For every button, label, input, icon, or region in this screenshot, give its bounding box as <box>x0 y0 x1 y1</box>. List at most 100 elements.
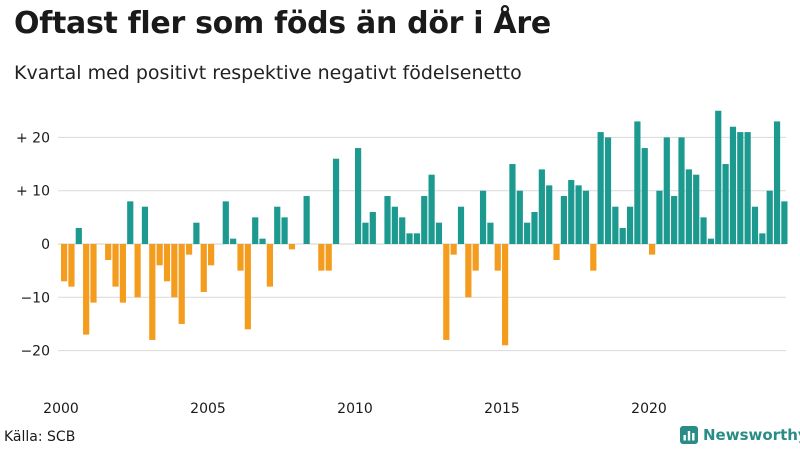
bar <box>575 185 582 244</box>
bar <box>303 196 310 244</box>
x-tick-label: 2010 <box>337 401 373 417</box>
bar <box>524 222 531 244</box>
bar <box>457 206 465 244</box>
bar <box>391 206 398 244</box>
bar <box>502 244 509 346</box>
bar <box>487 222 494 244</box>
newsworthy-logo-icon <box>680 426 698 444</box>
x-tick-label: 2020 <box>631 401 667 417</box>
bar <box>553 244 560 260</box>
bar <box>369 212 376 244</box>
bar <box>362 222 369 244</box>
bar <box>479 190 487 244</box>
bar <box>759 233 766 244</box>
bar <box>612 206 619 244</box>
bar <box>141 206 149 244</box>
bar <box>656 190 663 244</box>
bar <box>83 244 90 335</box>
bar <box>443 244 450 340</box>
bar <box>494 244 501 271</box>
bar <box>325 244 332 271</box>
x-tick-label: 2015 <box>484 401 520 417</box>
bar <box>274 206 281 244</box>
bar <box>112 244 119 287</box>
bar <box>237 244 244 271</box>
bar <box>546 185 553 244</box>
bar <box>744 132 751 244</box>
bar <box>516 190 523 244</box>
bar <box>693 174 700 244</box>
bar <box>634 121 641 244</box>
source-note: Källa: SCB <box>4 429 76 445</box>
bar <box>127 201 134 244</box>
chart-title: Oftast fler som föds än dör i Åre <box>14 6 551 41</box>
bar <box>663 137 670 244</box>
bar <box>700 217 707 244</box>
bar <box>509 164 516 244</box>
bar <box>318 244 325 271</box>
bar <box>685 169 692 244</box>
bar <box>171 244 178 298</box>
bar <box>435 222 443 244</box>
bar <box>119 244 126 303</box>
bar <box>406 233 413 244</box>
x-tick-label: 2000 <box>43 401 79 417</box>
bar <box>678 137 685 244</box>
bar <box>538 169 545 244</box>
bar <box>472 244 479 271</box>
bar <box>641 148 648 244</box>
bar <box>582 190 590 244</box>
bar <box>604 137 612 244</box>
bar <box>751 206 759 244</box>
bar <box>626 206 634 244</box>
bar <box>707 238 714 244</box>
bar <box>200 244 207 292</box>
bar <box>722 164 729 244</box>
brand-logo: Newsworthy <box>680 426 800 444</box>
bar <box>649 244 656 255</box>
bar <box>149 244 156 340</box>
bar <box>773 121 781 244</box>
bar <box>781 201 788 244</box>
bar <box>156 244 163 266</box>
bar <box>729 126 737 244</box>
bar <box>208 244 215 266</box>
bar <box>568 180 575 244</box>
bar <box>465 244 472 298</box>
bar <box>560 196 567 244</box>
y-tick-label: + 20 <box>16 130 50 146</box>
bar <box>185 244 193 255</box>
bar <box>332 158 340 244</box>
bar <box>399 217 406 244</box>
bar <box>384 196 391 244</box>
bar <box>266 244 273 287</box>
y-tick-label: 0 <box>41 237 50 253</box>
bar <box>428 174 435 244</box>
bar <box>178 244 185 324</box>
bar <box>413 233 420 244</box>
bar <box>619 228 626 244</box>
bar <box>105 244 112 260</box>
bar <box>737 132 744 244</box>
bar <box>597 132 604 244</box>
bar <box>61 244 68 282</box>
bar <box>281 217 288 244</box>
bar <box>193 222 200 244</box>
brand-name: Newsworthy <box>703 426 800 444</box>
bar <box>421 196 428 244</box>
bar <box>68 244 75 287</box>
y-tick-label: −20 <box>20 344 50 360</box>
bar <box>259 238 266 244</box>
bar <box>222 201 229 244</box>
bar <box>163 244 171 282</box>
bar <box>450 244 457 255</box>
bar <box>230 238 237 244</box>
bar <box>766 190 773 244</box>
x-tick-label: 2005 <box>190 401 226 417</box>
bar <box>355 148 362 244</box>
bar <box>288 244 296 250</box>
y-tick-label: −10 <box>20 290 50 306</box>
y-tick-label: + 10 <box>16 184 50 200</box>
bar <box>244 244 251 330</box>
